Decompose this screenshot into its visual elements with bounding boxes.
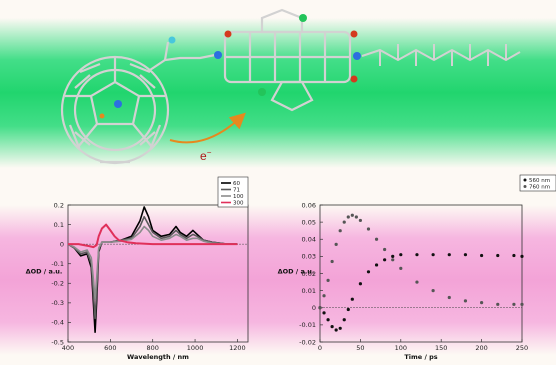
methyl-atom <box>100 114 105 119</box>
data-point <box>359 219 362 222</box>
y-tick-label: -0.3 <box>51 299 64 307</box>
legend-label: 760 nm <box>529 185 550 191</box>
data-point <box>322 294 325 297</box>
data-point <box>399 253 402 256</box>
data-point <box>367 270 370 273</box>
data-point <box>375 238 378 241</box>
chlorine-atom-top <box>299 14 307 22</box>
data-point <box>415 280 418 283</box>
x-tick-label: 50 <box>356 344 364 352</box>
x-tick-label: 100 <box>395 344 407 352</box>
data-point <box>343 221 346 224</box>
hydrogen-atom <box>169 37 176 44</box>
y-tick-label: 0 <box>312 304 316 312</box>
pink-band <box>0 205 556 355</box>
data-point <box>331 260 334 263</box>
x-axis-label: Wavelength / nm <box>127 353 189 361</box>
x-tick-label: 150 <box>435 344 447 352</box>
data-point <box>391 255 394 258</box>
oxygen-atom-2 <box>351 31 358 38</box>
x-tick-label: 1200 <box>229 344 246 352</box>
data-point <box>318 306 321 309</box>
data-point <box>351 298 354 301</box>
nitrogen-atom-left <box>214 51 222 59</box>
legend-label: 71 <box>233 188 240 194</box>
y-tick-label: 0.03 <box>302 253 316 261</box>
legend-label: 60 <box>233 181 240 187</box>
y-tick-label: -0.02 <box>299 338 316 346</box>
data-point <box>448 253 451 256</box>
data-point <box>347 215 350 218</box>
y-tick-label: 0.1 <box>54 221 64 229</box>
data-point <box>512 254 515 257</box>
y-tick-label: 0.01 <box>302 287 316 295</box>
legend-swatch <box>524 185 527 188</box>
data-point <box>391 258 394 261</box>
data-point <box>339 229 342 232</box>
data-point <box>520 255 523 258</box>
data-point <box>464 253 467 256</box>
y-tick-label: 0.04 <box>302 236 316 244</box>
y-tick-label: -0.2 <box>51 280 64 288</box>
data-point <box>351 214 354 217</box>
y-tick-label: -0.01 <box>299 321 316 329</box>
data-point <box>339 327 342 330</box>
data-point <box>367 227 370 230</box>
data-point <box>383 248 386 251</box>
data-point <box>331 325 334 328</box>
data-point <box>480 301 483 304</box>
data-point <box>322 311 325 314</box>
data-point <box>343 318 346 321</box>
data-point <box>520 303 523 306</box>
x-tick-label: 250 <box>516 344 528 352</box>
data-point <box>496 254 499 257</box>
data-point <box>415 253 418 256</box>
chlorine-atom-bottom <box>258 88 266 96</box>
data-point <box>335 243 338 246</box>
data-point <box>326 279 329 282</box>
y-tick-label: 0.2 <box>54 201 64 209</box>
y-tick-label: -0.5 <box>51 338 64 346</box>
x-tick-label: 0 <box>318 344 322 352</box>
data-point <box>432 253 435 256</box>
data-point <box>496 303 499 306</box>
x-axis-label: Time / ps <box>404 353 437 361</box>
x-tick-label: 1000 <box>187 344 204 352</box>
legend-label: 300 <box>233 201 244 207</box>
nitrogen-atom-cage <box>114 100 122 108</box>
oxygen-atom-3 <box>351 76 358 83</box>
green-band <box>0 18 556 168</box>
y-tick-label: 0.05 <box>302 218 316 226</box>
data-point <box>375 263 378 266</box>
x-tick-label: 200 <box>475 344 487 352</box>
data-point <box>326 318 329 321</box>
y-tick-label: 0.06 <box>302 201 316 209</box>
data-point <box>383 258 386 261</box>
y-tick-label: 0 <box>60 240 64 248</box>
data-point <box>355 215 358 218</box>
data-point <box>335 328 338 331</box>
legend-label: 100 <box>233 194 244 200</box>
x-tick-label: 600 <box>104 344 116 352</box>
oxygen-atom-1 <box>225 31 232 38</box>
legend-label: 560 nm <box>529 178 550 184</box>
data-point <box>399 267 402 270</box>
data-point <box>464 299 467 302</box>
y-axis-label: ΔOD / a.u. <box>278 268 315 276</box>
nitrogen-atom-right <box>353 52 361 60</box>
data-point <box>432 289 435 292</box>
data-point <box>359 282 362 285</box>
data-point <box>347 308 350 311</box>
legend-swatch <box>524 179 527 182</box>
data-point <box>480 254 483 257</box>
x-tick-label: 800 <box>146 344 158 352</box>
data-point <box>512 303 515 306</box>
data-point <box>448 296 451 299</box>
y-axis-label: ΔOD / a.u. <box>26 268 63 276</box>
y-tick-label: -0.4 <box>51 319 64 327</box>
